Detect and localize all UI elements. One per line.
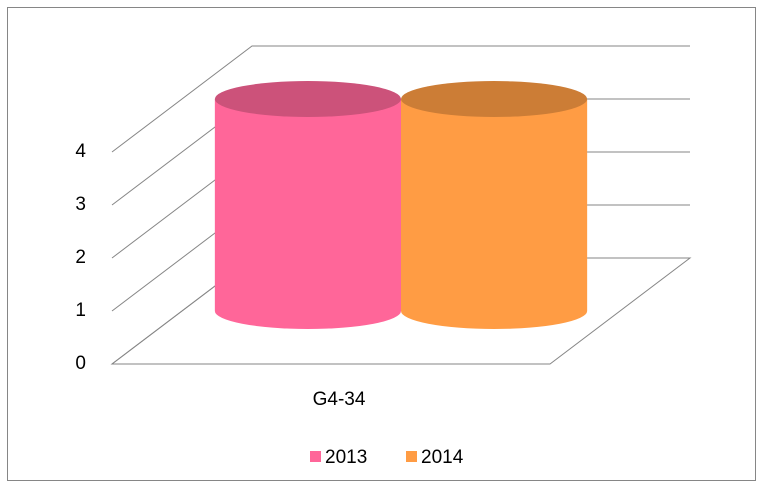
x-tick-label: G4-34 [313, 389, 366, 410]
cylinder [214, 81, 401, 329]
y-tick-label: 1 [75, 300, 86, 321]
cylinder-top [214, 81, 401, 117]
y-tick-label: 0 [75, 353, 86, 374]
y-tick-label: 3 [75, 194, 86, 215]
cylinder-body [401, 99, 588, 329]
legend-label: 2013 [325, 447, 367, 468]
legend-swatch [406, 451, 417, 462]
y-tick-label: 4 [75, 141, 86, 162]
cylinder-top [401, 81, 588, 117]
cylinder [401, 81, 588, 329]
y-tick-label: 2 [75, 247, 86, 268]
legend-label: 2014 [421, 447, 464, 468]
legend-swatch [310, 451, 321, 462]
cylinder-body [214, 99, 401, 329]
grid-line [111, 45, 690, 153]
